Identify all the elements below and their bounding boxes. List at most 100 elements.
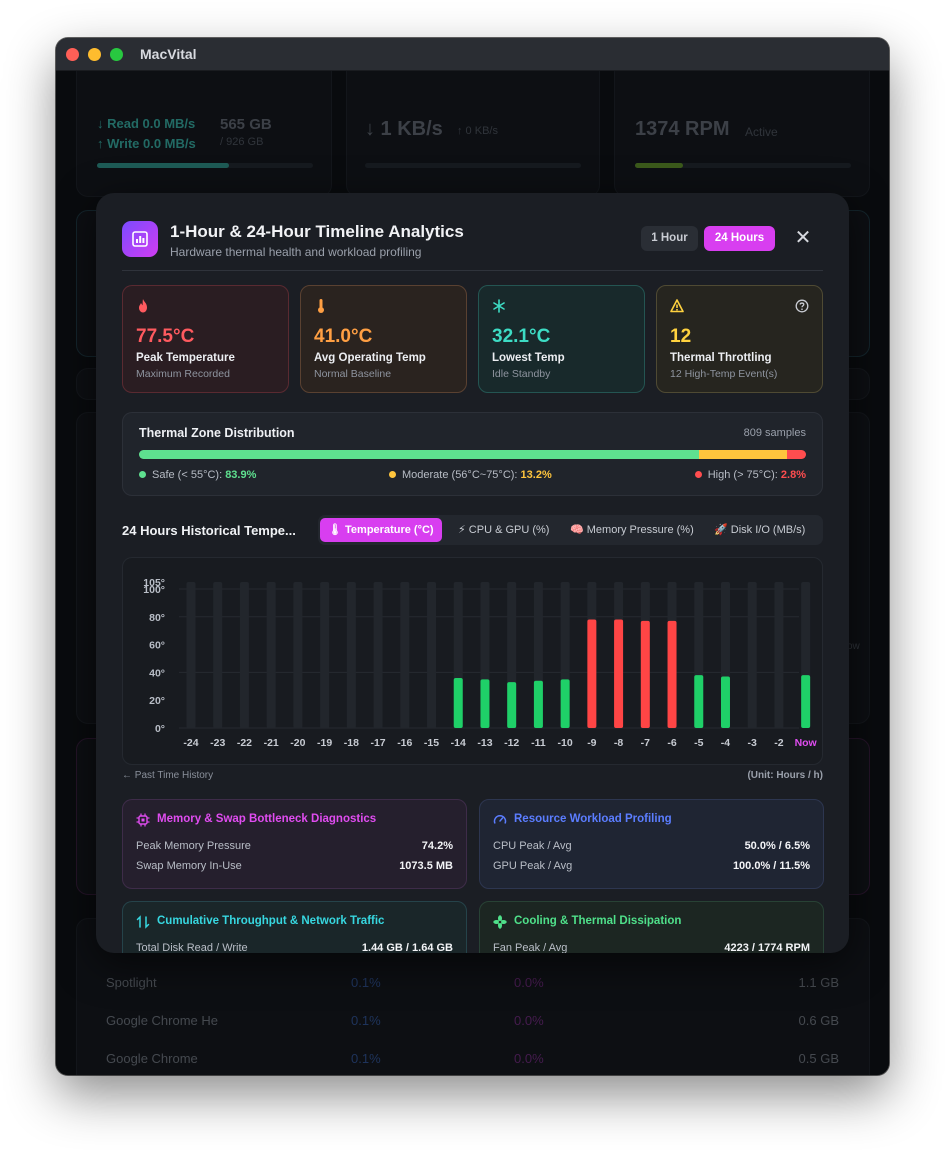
safe-label: Safe (< 55°C): — [152, 469, 226, 481]
thermal-throttling-label: Thermal Throttling — [670, 352, 772, 364]
bar-track — [373, 582, 383, 728]
zone-samples: 809 samples — [743, 427, 806, 439]
peak-memory-key: Peak Memory Pressure — [136, 840, 251, 852]
x-tick-label: -17 — [370, 737, 385, 749]
disk-read-write-value: 1.44 GB / 1.64 GB — [361, 942, 453, 953]
fire-icon — [139, 299, 147, 313]
bar-track — [293, 582, 303, 728]
temperature-bar[interactable] — [694, 675, 704, 728]
x-tick-label: Now — [795, 737, 818, 749]
x-tick-label: -20 — [290, 737, 305, 749]
y-tick-label: 60° — [149, 640, 165, 652]
brain-icon: 🧠 — [570, 524, 584, 536]
close-window-button[interactable] — [66, 48, 79, 61]
peak-temperature-caption: Maximum Recorded — [136, 368, 230, 380]
lightning-icon: ⚡ — [458, 524, 466, 536]
background-chart-now-label: ow — [847, 641, 860, 652]
fan-bar — [635, 163, 851, 168]
temperature-bar[interactable] — [560, 679, 570, 728]
tab-disk-io[interactable]: 🚀 Disk I/O (MB/s) — [710, 518, 809, 542]
disk-read-rate: ↓ Read 0.0 MB/s — [97, 116, 196, 131]
rocket-icon: 🚀 — [714, 524, 728, 536]
timeline-analytics-modal: 1-Hour & 24-Hour Timeline Analytics Hard… — [96, 193, 849, 953]
disk-write-rate: ↑ Write 0.0 MB/s — [97, 136, 196, 151]
bar-track — [747, 582, 757, 728]
process-row[interactable]: Google Chrome 0.1% 0.0% 0.5 GB — [106, 1039, 839, 1075]
moderate-pct: 13.2% — [520, 469, 552, 481]
x-tick-label: -21 — [264, 737, 279, 749]
x-tick-label: -11 — [531, 737, 546, 749]
temperature-bar[interactable] — [640, 620, 650, 728]
network-down-rate: ↓ 1 KB/s — [365, 118, 443, 140]
disk-used: 565 GB — [220, 116, 272, 133]
bar-track — [213, 582, 223, 728]
temperature-bar[interactable] — [507, 682, 517, 728]
thermal-throttling-card[interactable]: 12 Thermal Throttling 12 High-Temp Event… — [656, 285, 823, 393]
header-divider — [122, 270, 823, 271]
temperature-bar[interactable] — [587, 619, 597, 728]
x-tick-label: -18 — [344, 737, 359, 749]
temperature-bar[interactable] — [801, 675, 811, 728]
x-tick-label: -7 — [641, 737, 650, 749]
tab-cpu-gpu[interactable]: ⚡ CPU & GPU (%) — [454, 518, 553, 542]
temperature-bar[interactable] — [533, 680, 543, 728]
fan-peak-key: Fan Peak / Avg — [493, 942, 568, 953]
disk-usage-bar — [97, 163, 313, 168]
temperature-bar[interactable] — [720, 676, 730, 728]
bar-track — [320, 582, 330, 728]
thermal-throttling-caption: 12 High-Temp Event(s) — [670, 368, 778, 380]
x-tick-label: -15 — [424, 737, 439, 749]
zoom-window-button[interactable] — [110, 48, 123, 61]
process-cpu: 0.1% — [351, 1051, 381, 1066]
gauge-icon — [493, 814, 507, 824]
close-icon[interactable]: ✕ — [794, 227, 812, 249]
process-row[interactable]: Google Chrome He 0.1% 0.0% 0.6 GB — [106, 1001, 839, 1039]
swap-memory-value: 1073.5 MB — [399, 860, 453, 872]
high-label: High (> 75°C): — [707, 469, 781, 481]
bar-track — [427, 582, 437, 728]
x-tick-label: -6 — [667, 737, 676, 749]
fan-peak-value: 4223 / 1774 RPM — [724, 942, 810, 953]
tab-temperature[interactable]: 🌡 Temperature (°C) — [320, 518, 442, 542]
help-icon[interactable] — [795, 299, 809, 313]
lowest-temp-value: 32.1°C — [492, 326, 551, 347]
unit-label: (Unit: Hours / h) — [747, 770, 823, 781]
peak-temperature-label: Peak Temperature — [136, 352, 235, 364]
avg-temp-card: 41.0°C Avg Operating Temp Normal Baselin… — [300, 285, 467, 393]
chip-icon — [136, 813, 150, 827]
process-row[interactable]: Spotlight 0.1% 0.0% 1.1 GB — [106, 963, 839, 1001]
temperature-bar[interactable] — [667, 620, 677, 728]
x-tick-label: -16 — [397, 737, 412, 749]
tab-memory-pressure[interactable]: 🧠 Memory Pressure (%) — [566, 518, 698, 542]
temperature-chart: 0° 20° 40° 60° 80° 100° 105° -24 -23 -22 -21 -20 -19… — [122, 557, 823, 765]
temperature-chart-svg: 0° 20° 40° 60° 80° 100°105° -24 -23 -22 -21 -20 -19… — [143, 577, 818, 749]
process-cpu: 0.1% — [351, 975, 381, 990]
fan-status: Active — [745, 125, 778, 139]
modal-subtitle: Hardware thermal health and workload pro… — [170, 245, 422, 259]
thermometer-icon — [318, 299, 324, 313]
bar-track — [346, 582, 356, 728]
x-tick-label: -14 — [451, 737, 466, 749]
temperature-bar[interactable] — [453, 677, 463, 728]
temperature-bar[interactable] — [480, 679, 490, 728]
minimize-window-button[interactable] — [88, 48, 101, 61]
temperature-bar[interactable] — [614, 619, 624, 728]
throughput-title: Cumulative Throughput & Network Traffic — [157, 915, 385, 927]
disk-usage-fill — [97, 163, 229, 168]
swap-memory-key: Swap Memory In-Use — [136, 860, 242, 872]
thermal-throttling-value: 12 — [670, 326, 692, 347]
metric-tabs: 🌡 Temperature (°C) ⚡ CPU & GPU (%) 🧠 Mem… — [318, 515, 823, 545]
network-bar — [365, 163, 581, 168]
range-1-hour-button[interactable]: 1 Hour — [641, 226, 698, 251]
x-tick-label: -3 — [748, 737, 757, 749]
analytics-chart-icon — [122, 221, 158, 257]
range-24-hours-button[interactable]: 24 Hours — [704, 226, 775, 251]
process-name: Google Chrome — [106, 1051, 198, 1066]
peak-temperature-value: 77.5°C — [136, 326, 195, 347]
fan-card: 1374 RPM Active — [614, 60, 870, 197]
y-tick-label: 80° — [149, 612, 165, 624]
resource-workload-title: Resource Workload Profiling — [514, 813, 672, 825]
x-tick-label: -9 — [587, 737, 596, 749]
y-tick-label: 40° — [149, 667, 165, 679]
cooling-card: Cooling & Thermal Dissipation Fan Peak /… — [479, 901, 824, 953]
